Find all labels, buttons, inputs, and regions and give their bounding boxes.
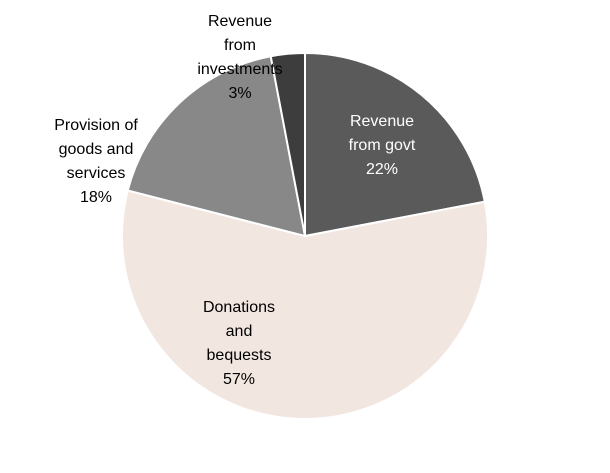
pie-slice-percent: 57% bbox=[223, 371, 255, 388]
pie-slice-label-line: from govt bbox=[349, 137, 416, 154]
pie-slice-label-line: investments bbox=[197, 61, 282, 78]
pie-slice-label-3: Provision of goods and services 18% bbox=[54, 117, 138, 206]
pie-slice-label-line: from bbox=[224, 37, 256, 54]
pie-labels: Revenue from govt 22% Donations and bequests 5… bbox=[54, 13, 416, 388]
pie-slice-label-line: Revenue bbox=[208, 13, 272, 30]
pie-slice-label-1: Revenue from govt 22% bbox=[349, 113, 416, 178]
pie-slice-4 bbox=[269, 51, 306, 237]
pie-slices bbox=[121, 51, 489, 420]
pie-slice-label-line: services bbox=[67, 165, 126, 182]
pie-slice-percent: 22% bbox=[366, 161, 398, 178]
pie-slice-label-line: Revenue bbox=[350, 113, 414, 130]
pie-slice-2 bbox=[121, 189, 489, 420]
pie-slice-label-2: Donations and bequests 57% bbox=[203, 299, 275, 388]
pie-slice-label-line: Provision of bbox=[54, 117, 138, 134]
pie-slice-label-line: goods and bbox=[59, 141, 134, 158]
pie-slice-label-line: Donations bbox=[203, 299, 275, 316]
pie-slice-label-line: and bbox=[226, 323, 253, 340]
pie-slice-label-line: bequests bbox=[207, 347, 272, 364]
pie-slice-3 bbox=[126, 55, 307, 238]
pie-slice-label-4: Revenue from investments 3% bbox=[197, 13, 282, 102]
pie-slice-1 bbox=[304, 51, 486, 238]
pie-slice-percent: 3% bbox=[228, 85, 251, 102]
pie-slice-percent: 18% bbox=[80, 189, 112, 206]
